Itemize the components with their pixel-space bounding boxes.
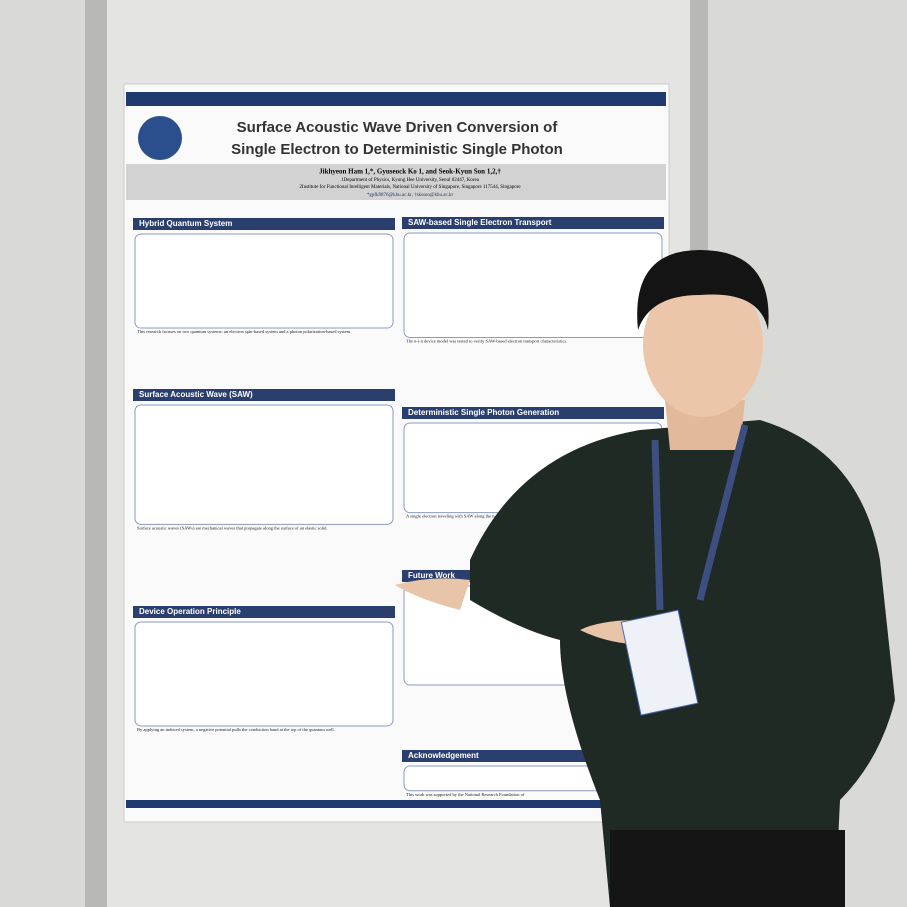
figure-box xyxy=(134,404,394,525)
authors: Jikhyeon Ham 1,*, Gyuseock Ko 1, and Seo… xyxy=(319,168,501,176)
section-heading: Surface Acoustic Wave (SAW) xyxy=(139,390,253,399)
section-heading-bar xyxy=(133,389,395,401)
figure-box xyxy=(134,621,394,727)
section-heading: Deterministic Single Photon Generation xyxy=(408,408,559,417)
face xyxy=(643,273,763,417)
affiliation: 1Department of Physics, Kyung Hee Univer… xyxy=(341,178,480,183)
emails: *gpfk9876@khu.ac.kr, †sksson@khu.ac.kr xyxy=(367,193,454,198)
figure-box xyxy=(403,232,663,338)
header-bar xyxy=(126,92,666,106)
section-text: Surface acoustic waves (SAWs) are mechan… xyxy=(137,525,328,530)
logo xyxy=(138,116,182,160)
figure-box xyxy=(134,233,394,329)
section-text: By applying an induced system, a negativ… xyxy=(137,727,335,733)
title: Surface Acoustic Wave Driven Conversion … xyxy=(237,119,559,136)
author-band xyxy=(126,164,666,200)
section-text: The n-i-n device model was tested to ver… xyxy=(406,339,567,344)
section-heading-bar xyxy=(402,217,664,229)
lanyard xyxy=(651,424,749,611)
section-heading-bar xyxy=(133,218,395,230)
section-heading: SAW-based Single Electron Transport xyxy=(408,218,552,227)
section-heading-bar xyxy=(402,407,664,419)
pants xyxy=(610,830,845,907)
frame-pole xyxy=(85,0,107,907)
section-heading-bar xyxy=(133,606,395,618)
section-heading: Device Operation Principle xyxy=(139,607,241,616)
hair xyxy=(637,250,769,330)
section-text: This research focuses on two quantum sys… xyxy=(137,329,351,334)
hand xyxy=(395,578,470,610)
section-heading: Acknowledgement xyxy=(408,751,479,760)
footer-bar xyxy=(126,800,666,808)
section-text: A single electron traveling with SAW alo… xyxy=(406,514,518,519)
affiliation: 2Institute for Functional Intelligent Ma… xyxy=(299,185,521,190)
section-text: This work was supported by the National … xyxy=(406,792,525,797)
section-heading: Hybrid Quantum System xyxy=(139,219,232,228)
section-heading: Future Work xyxy=(408,571,456,580)
title: Single Electron to Deterministic Single … xyxy=(231,141,563,158)
name-tag xyxy=(620,609,699,716)
